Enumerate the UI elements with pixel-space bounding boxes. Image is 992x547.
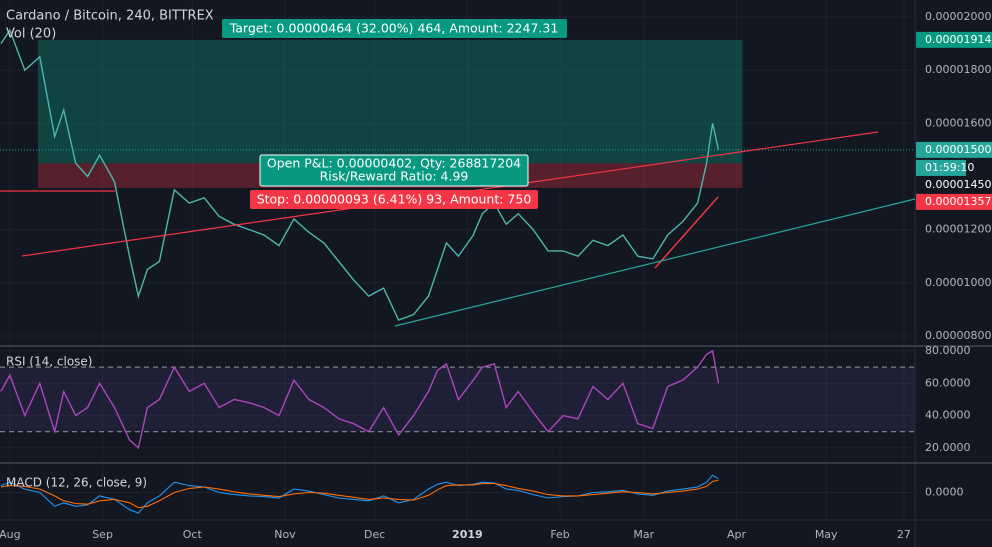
price-label-box [916, 31, 992, 48]
y-tick-label: 40.0000 [925, 409, 971, 422]
macd-title: MACD (12, 26, close, 9) [6, 476, 147, 490]
price-label: 0.00001914 [925, 33, 991, 46]
y-tick-label: 0.00002000 [925, 10, 991, 23]
x-tick-label: Nov [274, 528, 296, 541]
grid [0, 0, 915, 520]
y-tick-label: 0.0000 [925, 486, 964, 499]
rsi-title: RSI (14, close) [6, 355, 92, 369]
x-tick-label: Mar [633, 528, 654, 541]
price-label: 0.00001500 [925, 143, 991, 156]
annotations: Target: 0.00000464 (32.00%) 464, Amount:… [222, 19, 567, 209]
trend-line [654, 196, 719, 269]
ratio-label: Risk/Reward Ratio: 4.99 [320, 169, 469, 184]
price-label-box [916, 193, 992, 210]
y-tick-label: 0.00001000 [925, 276, 991, 289]
line [0, 28, 720, 321]
pnl-box [259, 154, 529, 187]
x-tick-label: Sep [92, 528, 113, 541]
volume-label: Vol (20) [6, 27, 56, 42]
y-tick-label: 0.00001200 [925, 223, 991, 236]
y-tick-label: 0.00001800 [925, 63, 991, 76]
target-label: Target: 0.00000464 (32.00%) 464, Amount:… [229, 21, 559, 36]
x-tick-label: 27 [897, 528, 911, 541]
x-tick-label: Dec [364, 528, 385, 541]
y-tick-label: 60.0000 [925, 376, 971, 389]
line [0, 479, 719, 509]
x-tick-label: 2019 [452, 528, 483, 541]
plots [0, 28, 915, 514]
rsi-band [0, 367, 915, 432]
line [0, 349, 720, 450]
stop-label: Stop: 0.00000093 (6.41%) 93, Amount: 750 [257, 192, 532, 207]
trend-line [394, 198, 916, 327]
x-tick-label: Feb [550, 528, 569, 541]
price-label-box [916, 141, 992, 158]
target-box [222, 19, 567, 38]
price-label: 0.00001357 [925, 195, 991, 208]
y-tick-label: 80.0000 [925, 344, 971, 357]
y-tick-label: 0.00000800 [925, 329, 991, 342]
price-label-box [916, 176, 992, 193]
countdown-label: 01:59:10 [925, 161, 974, 174]
countdown-box [916, 159, 966, 176]
price-label: 0.00001450 [925, 178, 991, 191]
x-tick-label: Aug [0, 528, 21, 541]
y-tick-label: 0.00001600 [925, 116, 991, 129]
y-tick-label: 20.0000 [925, 441, 971, 454]
x-tick-label: May [815, 528, 838, 541]
chart-title: Cardano / Bitcoin, 240, BITTREX [6, 9, 214, 24]
x-tick-label: Apr [727, 528, 747, 541]
stop-box [250, 190, 538, 209]
target-zone [37, 39, 743, 164]
x-tick-label: Oct [183, 528, 203, 541]
pnl-label: Open P&L: 0.00000402, Qty: 268817204 [267, 156, 521, 171]
